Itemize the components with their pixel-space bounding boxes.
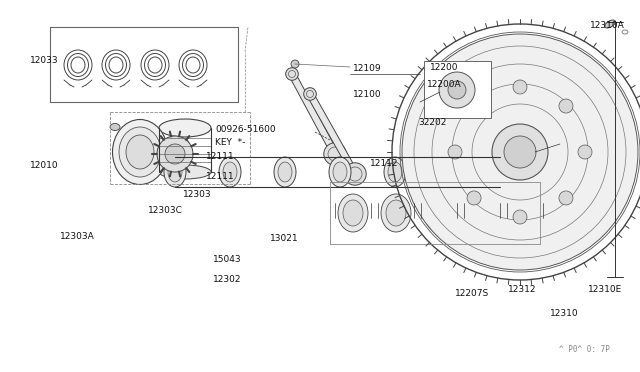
Text: 12112: 12112 [370,158,399,167]
Circle shape [578,145,592,159]
Text: 15043: 15043 [213,256,242,264]
Ellipse shape [159,119,211,137]
Text: 12310: 12310 [550,310,579,318]
Ellipse shape [489,157,511,187]
Ellipse shape [278,162,292,182]
Circle shape [285,68,298,80]
Circle shape [324,143,346,165]
Ellipse shape [338,194,368,232]
Ellipse shape [219,157,241,187]
Ellipse shape [110,124,120,131]
Ellipse shape [329,157,351,187]
Text: 12010: 12010 [30,160,59,170]
Text: 12200: 12200 [430,62,458,71]
Ellipse shape [333,162,347,182]
Ellipse shape [274,157,296,187]
Ellipse shape [126,135,154,169]
Circle shape [448,81,466,99]
Circle shape [448,145,462,159]
Text: 13021: 13021 [270,234,299,243]
Text: 12303C: 12303C [148,205,183,215]
Circle shape [165,144,185,164]
Text: 12310E: 12310E [588,285,622,295]
Ellipse shape [424,194,454,232]
Ellipse shape [467,194,497,232]
Circle shape [402,34,638,270]
Ellipse shape [443,162,457,182]
Text: 12033: 12033 [30,55,59,64]
Text: 32202: 32202 [418,118,446,126]
Polygon shape [307,92,358,176]
Ellipse shape [119,127,161,177]
Ellipse shape [159,165,211,179]
Ellipse shape [429,200,449,226]
Circle shape [559,99,573,113]
Circle shape [467,191,481,205]
Text: ^ P0^ 0: 7P: ^ P0^ 0: 7P [559,345,610,354]
Circle shape [439,72,475,108]
Ellipse shape [384,157,406,187]
Circle shape [504,136,536,168]
Ellipse shape [388,162,402,182]
Text: 12109: 12109 [353,64,381,73]
Text: 12303: 12303 [183,189,212,199]
Ellipse shape [343,200,363,226]
Circle shape [467,99,481,113]
Text: 12302: 12302 [213,276,241,285]
Ellipse shape [605,20,616,28]
Text: 12100: 12100 [353,90,381,99]
Text: KEY  *-: KEY *- [215,138,245,147]
Ellipse shape [493,162,507,182]
Ellipse shape [168,162,182,182]
Ellipse shape [113,119,168,185]
Text: 00926-51600: 00926-51600 [215,125,276,134]
Ellipse shape [439,157,461,187]
Ellipse shape [381,194,411,232]
Text: 12310A: 12310A [590,20,625,29]
Circle shape [304,88,316,100]
Ellipse shape [386,200,406,226]
FancyBboxPatch shape [424,61,491,118]
Ellipse shape [510,194,540,232]
Text: 12111: 12111 [206,151,235,160]
Ellipse shape [472,200,492,226]
Circle shape [513,210,527,224]
Circle shape [344,163,366,185]
Circle shape [513,80,527,94]
Ellipse shape [515,200,535,226]
Circle shape [157,136,193,172]
Ellipse shape [291,60,299,68]
Ellipse shape [164,157,186,187]
Text: 12303A: 12303A [60,231,95,241]
Polygon shape [289,72,338,155]
Text: 12207S: 12207S [455,289,489,298]
Circle shape [559,191,573,205]
Text: 12312: 12312 [508,285,536,295]
Ellipse shape [131,159,159,171]
Text: 12111: 12111 [206,171,235,180]
Text: 12200A: 12200A [427,80,461,89]
Ellipse shape [223,162,237,182]
Circle shape [492,124,548,180]
